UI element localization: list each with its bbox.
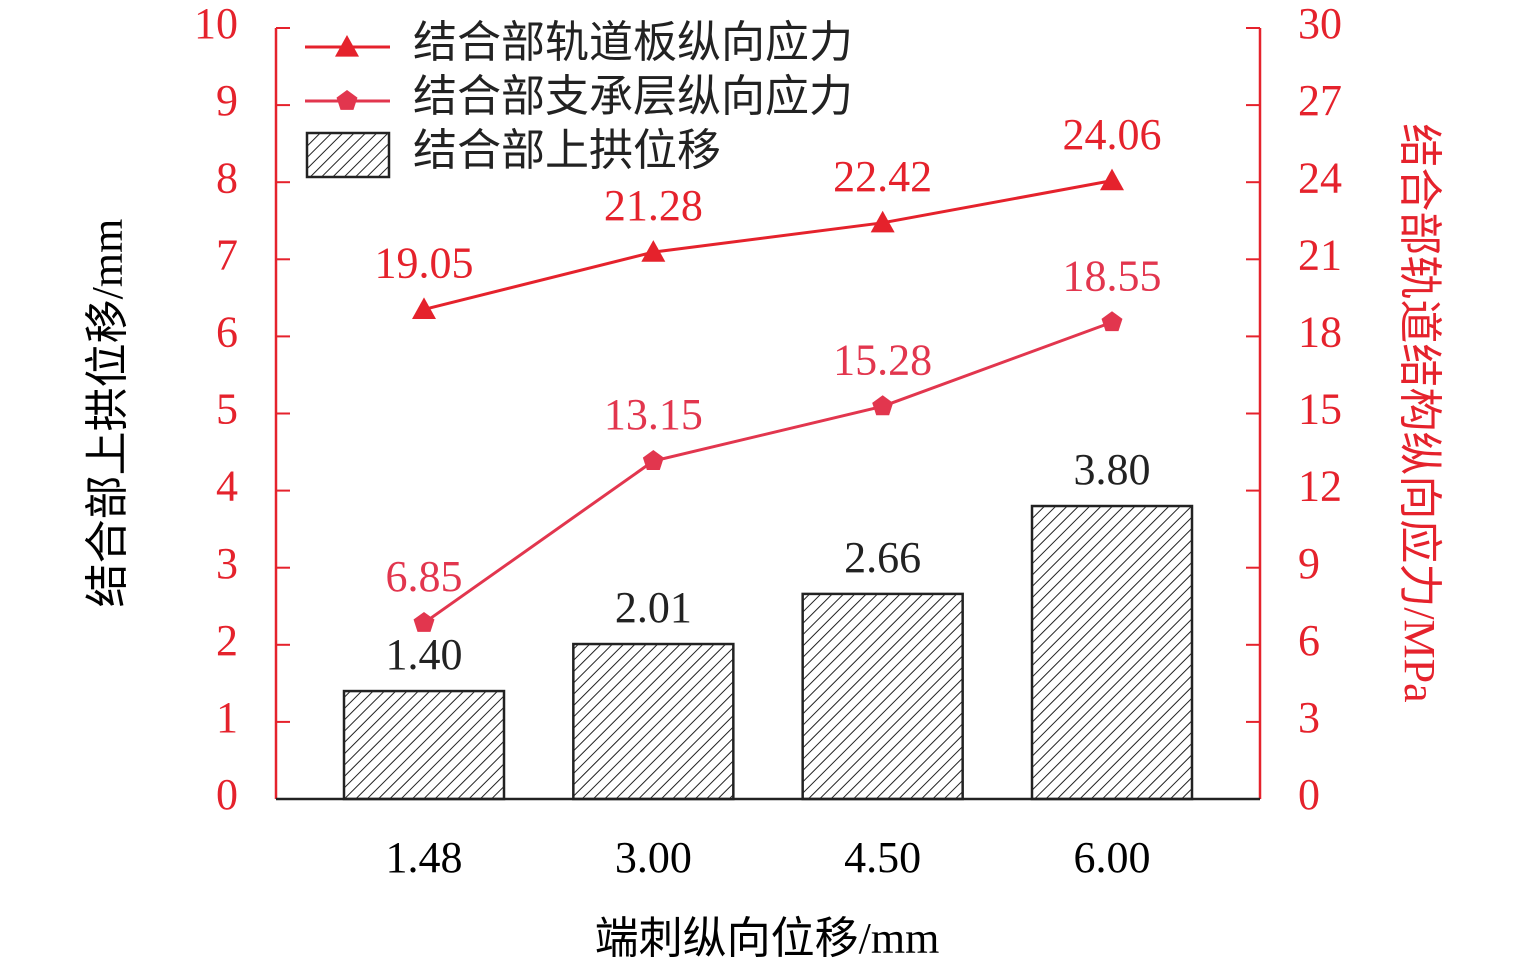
bar-value-label: 1.40 <box>386 630 463 679</box>
x-tick-label: 4.50 <box>844 833 921 882</box>
y2-tick-label: 18 <box>1298 307 1342 356</box>
line-marker <box>870 210 895 233</box>
bar <box>572 642 735 801</box>
bar-value-label: 3.80 <box>1074 445 1151 494</box>
y-axis-label: 结合部上拱位移/mm <box>83 219 132 608</box>
y-tick-label: 6 <box>216 307 238 356</box>
bar-value-label: 2.01 <box>615 583 692 632</box>
line-value-label: 22.42 <box>833 152 932 201</box>
y2-tick-label: 9 <box>1298 539 1320 588</box>
y-tick-label: 8 <box>216 153 238 202</box>
legend-label: 结合部轨道板纵向应力 <box>413 18 853 67</box>
bar <box>801 592 964 801</box>
line-marker <box>642 450 664 470</box>
y-tick-label: 5 <box>216 385 238 434</box>
y2-axis-label: 结合部轨道结构纵向应力/MPa <box>1395 123 1444 702</box>
line-marker <box>413 611 435 632</box>
line-value-label: 6.85 <box>386 552 463 601</box>
line-value-label: 19.05 <box>375 239 474 288</box>
x-tick-label: 3.00 <box>615 833 692 882</box>
y2-tick-label: 0 <box>1298 770 1320 819</box>
x-tick-label: 6.00 <box>1074 833 1151 882</box>
y-tick-label: 3 <box>216 539 238 588</box>
line <box>423 320 1113 625</box>
line-marker <box>641 240 666 262</box>
y2-tick-label: 6 <box>1298 616 1320 665</box>
legend-swatch <box>305 131 391 179</box>
bar <box>1030 504 1194 801</box>
y-tick-label: 9 <box>216 76 238 125</box>
y-tick-label: 4 <box>216 462 238 511</box>
y2-tick-label: 30 <box>1298 0 1342 48</box>
y2-tick-label: 15 <box>1298 385 1342 434</box>
x-tick-label: 1.48 <box>386 833 463 882</box>
line-marker <box>872 395 894 416</box>
legend-marker <box>336 90 358 110</box>
y2-tick-label: 3 <box>1298 693 1320 742</box>
y-tick-label: 0 <box>216 770 238 819</box>
y2-tick-label: 12 <box>1298 462 1342 511</box>
legend-label: 结合部上拱位移 <box>413 126 721 175</box>
y2-tick-label: 27 <box>1298 76 1342 125</box>
line <box>423 179 1113 311</box>
line-value-label: 18.55 <box>1063 251 1162 300</box>
x-axis-label: 端刺纵向位移/mm <box>595 914 940 963</box>
legend-label: 结合部支承层纵向应力 <box>413 72 853 121</box>
y2-tick-label: 24 <box>1298 153 1342 202</box>
bar-value-label: 2.66 <box>844 533 921 582</box>
line-value-label: 15.28 <box>833 335 932 384</box>
legend-marker <box>335 35 359 57</box>
line-marker <box>1101 311 1123 332</box>
y2-tick-label: 21 <box>1298 230 1342 279</box>
y-tick-label: 7 <box>216 230 238 279</box>
bar <box>342 689 506 801</box>
line-marker <box>1100 168 1124 191</box>
y-tick-label: 2 <box>216 616 238 665</box>
line-value-label: 21.28 <box>604 181 703 230</box>
y-tick-label: 10 <box>194 0 238 48</box>
line-value-label: 13.15 <box>604 390 703 439</box>
line-marker <box>412 297 436 320</box>
line-value-label: 24.06 <box>1063 110 1162 159</box>
y-tick-label: 1 <box>216 693 238 742</box>
